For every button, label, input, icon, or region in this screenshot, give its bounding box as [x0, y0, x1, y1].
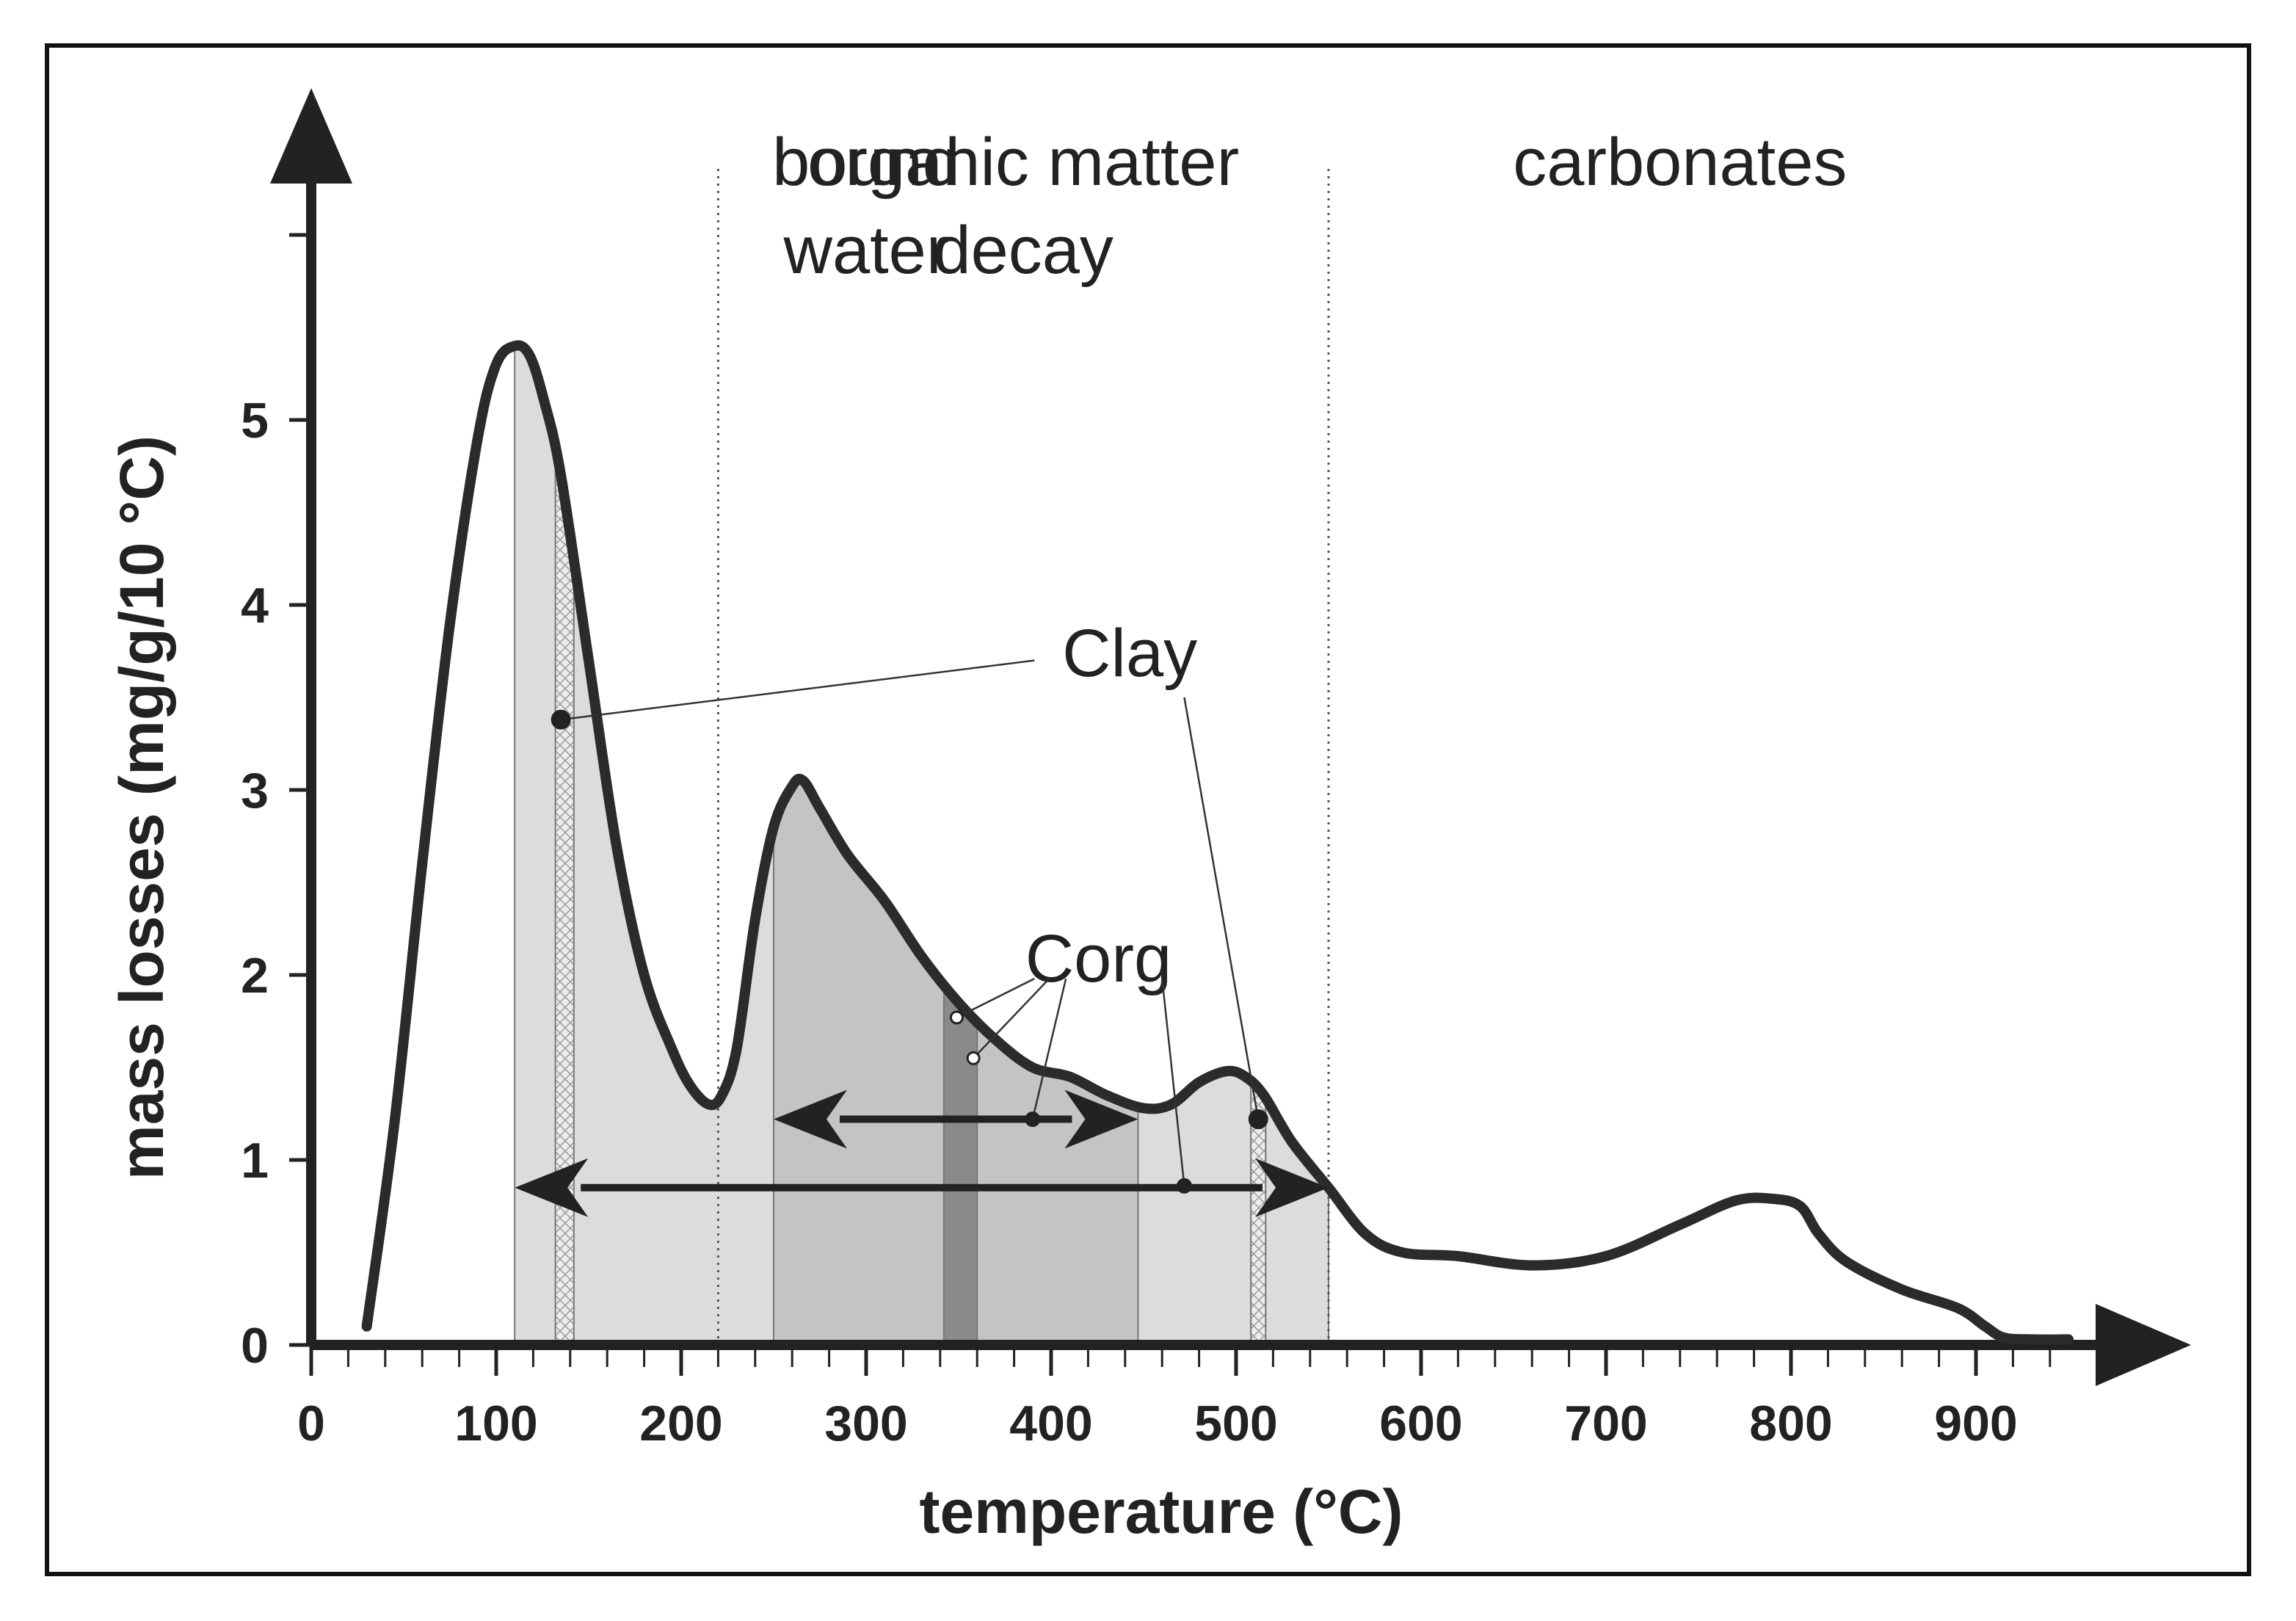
x-tick-label: 900 — [1934, 1396, 2017, 1451]
annotation-clay: Clay — [1062, 616, 1197, 691]
axes — [270, 88, 2191, 1386]
y-tick-label: 4 — [241, 578, 269, 634]
x-tick-label: 700 — [1564, 1396, 1647, 1451]
arrow-wide-head-left — [515, 1158, 589, 1217]
annotation-marker — [966, 1051, 981, 1065]
annotation-pointer — [973, 978, 1050, 1059]
y-axis-arrowhead — [270, 88, 352, 184]
y-ticks: 0 1 2 3 4 5 — [241, 233, 311, 1374]
y-tick-label: 1 — [241, 1133, 269, 1189]
y-tick-label: 0 — [241, 1318, 269, 1374]
region-label: water — [783, 213, 949, 288]
arrow-narrow-head-right — [1064, 1089, 1138, 1149]
arrow-narrow-head-left — [774, 1089, 847, 1149]
y-axis-title: mass losses (mg/g/10 °C) — [107, 435, 176, 1180]
annotation-marker — [1176, 1178, 1192, 1194]
annotation-pointer — [561, 659, 1035, 721]
annotation-pointer — [1183, 697, 1260, 1120]
y-tick-label: 3 — [241, 763, 269, 819]
x-tick-label: 800 — [1749, 1396, 1832, 1451]
annotation-marker — [949, 1010, 964, 1025]
region-label: organic matter — [807, 125, 1239, 200]
annotations: Clay Corg — [551, 616, 1268, 1194]
x-tick-label: 400 — [1009, 1396, 1092, 1451]
x-tick-label: 600 — [1379, 1396, 1462, 1451]
region-label: decay — [933, 213, 1114, 288]
region-label: bound — [772, 125, 960, 200]
x-tick-label: 100 — [454, 1396, 537, 1451]
annotation-marker — [1248, 1109, 1268, 1130]
annotation-pointer — [956, 977, 1035, 1019]
region-labels: bound water organic matter decay carbonates — [772, 125, 1847, 288]
region-label: carbonates — [1513, 125, 1847, 200]
range-arrows — [515, 1089, 1329, 1217]
x-tick-label: 500 — [1194, 1396, 1277, 1451]
x-axis-arrowhead — [2096, 1304, 2191, 1386]
x-tick-label: 0 — [297, 1396, 325, 1451]
y-tick-label: 2 — [241, 948, 269, 1004]
annotation-pointer — [1160, 978, 1185, 1186]
x-tick-label: 200 — [639, 1396, 722, 1451]
x-axis-title: temperature (°C) — [919, 1477, 1403, 1546]
x-ticks: 0 100 200 300 400 500 600 700 800 900 — [297, 1345, 2052, 1451]
x-tick-label: 300 — [824, 1396, 907, 1451]
annotation-pointer — [1031, 978, 1067, 1120]
annotation-corg: Corg — [1025, 921, 1171, 996]
annotation-marker — [1025, 1112, 1041, 1128]
mass-loss-curve — [361, 340, 2074, 1345]
annotation-marker — [551, 709, 571, 730]
arrow-wide-head-right — [1255, 1158, 1329, 1217]
y-tick-label: 5 — [241, 393, 269, 449]
region-dividers — [716, 169, 1330, 1345]
